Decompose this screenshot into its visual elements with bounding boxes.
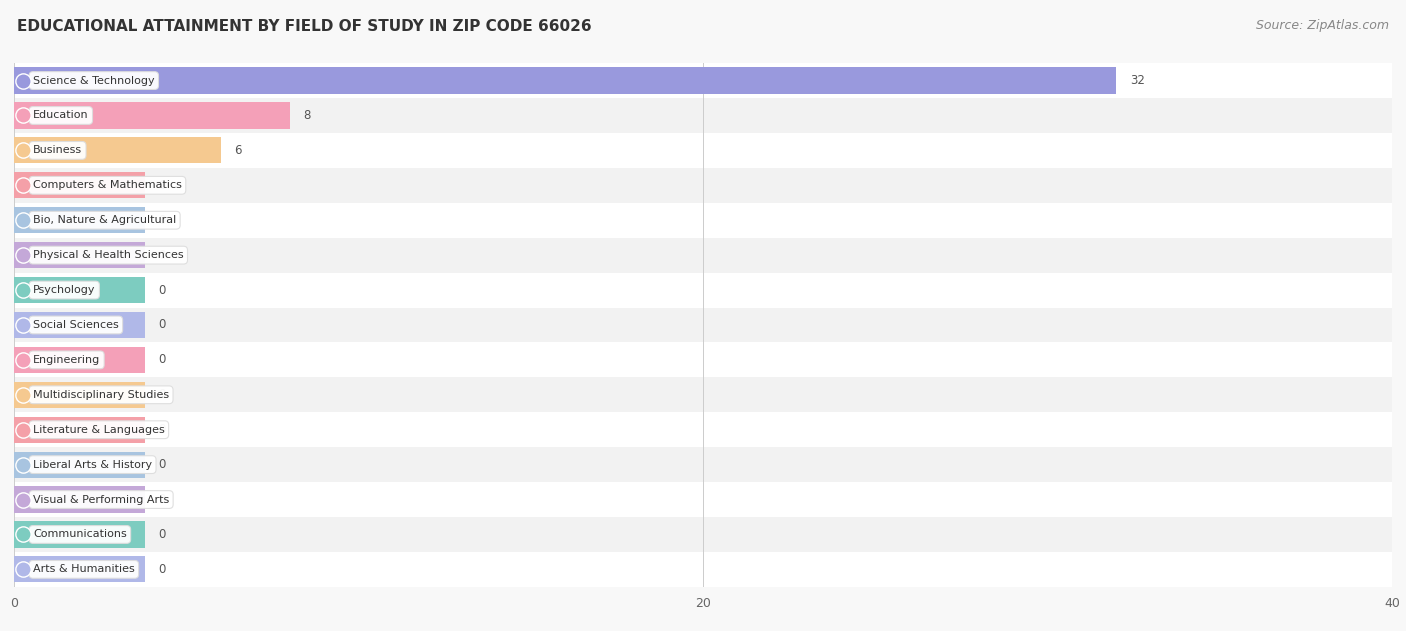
Bar (14, 347, 145, 373)
Bar (14, 273, 1392, 307)
Text: 0: 0 (159, 493, 166, 506)
Bar (14, 277, 145, 303)
Bar (14, 517, 1392, 552)
Text: Communications: Communications (32, 529, 127, 540)
Text: 0: 0 (159, 458, 166, 471)
Bar (14, 312, 145, 338)
Bar (14, 382, 145, 408)
Text: 8: 8 (304, 109, 311, 122)
Text: 0: 0 (159, 319, 166, 331)
Text: Physical & Health Sciences: Physical & Health Sciences (32, 250, 184, 260)
Text: EDUCATIONAL ATTAINMENT BY FIELD OF STUDY IN ZIP CODE 66026: EDUCATIONAL ATTAINMENT BY FIELD OF STUDY… (17, 19, 592, 34)
Bar (14, 102, 290, 129)
Bar (14, 68, 1116, 93)
Text: 0: 0 (159, 563, 166, 576)
Text: 0: 0 (159, 353, 166, 367)
Text: Visual & Performing Arts: Visual & Performing Arts (32, 495, 169, 505)
Bar (14, 98, 1392, 133)
Text: 0: 0 (159, 214, 166, 227)
Bar (14, 172, 145, 198)
Text: Bio, Nature & Agricultural: Bio, Nature & Agricultural (32, 215, 176, 225)
Bar (14, 63, 1392, 98)
Bar (14, 557, 145, 582)
Text: Psychology: Psychology (32, 285, 96, 295)
Text: 0: 0 (159, 249, 166, 262)
Bar (14, 242, 145, 268)
Bar (14, 168, 1392, 203)
Text: 0: 0 (159, 423, 166, 436)
Bar (14, 412, 1392, 447)
Text: Science & Technology: Science & Technology (32, 76, 155, 86)
Bar (14, 207, 145, 233)
Text: Source: ZipAtlas.com: Source: ZipAtlas.com (1256, 19, 1389, 32)
Bar (14, 552, 1392, 587)
Bar (14, 203, 1392, 238)
Text: Computers & Mathematics: Computers & Mathematics (32, 180, 181, 191)
Bar (14, 482, 1392, 517)
Bar (14, 416, 145, 443)
Text: 32: 32 (1130, 74, 1144, 87)
Text: Arts & Humanities: Arts & Humanities (32, 564, 135, 574)
Bar (14, 133, 1392, 168)
Text: 0: 0 (159, 388, 166, 401)
Text: Social Sciences: Social Sciences (32, 320, 118, 330)
Text: 0: 0 (159, 283, 166, 297)
Bar (14, 377, 1392, 412)
Text: Liberal Arts & History: Liberal Arts & History (32, 459, 152, 469)
Text: 0: 0 (159, 528, 166, 541)
Text: Engineering: Engineering (32, 355, 100, 365)
Bar (14, 138, 221, 163)
Bar (14, 487, 145, 512)
Bar (14, 447, 1392, 482)
Bar (14, 343, 1392, 377)
Bar (14, 521, 145, 548)
Text: Multidisciplinary Studies: Multidisciplinary Studies (32, 390, 169, 400)
Text: 6: 6 (235, 144, 242, 157)
Text: 0: 0 (159, 179, 166, 192)
Bar (14, 452, 145, 478)
Text: Education: Education (32, 110, 89, 121)
Bar (14, 238, 1392, 273)
Text: Literature & Languages: Literature & Languages (32, 425, 165, 435)
Bar (14, 307, 1392, 343)
Text: Business: Business (32, 145, 82, 155)
